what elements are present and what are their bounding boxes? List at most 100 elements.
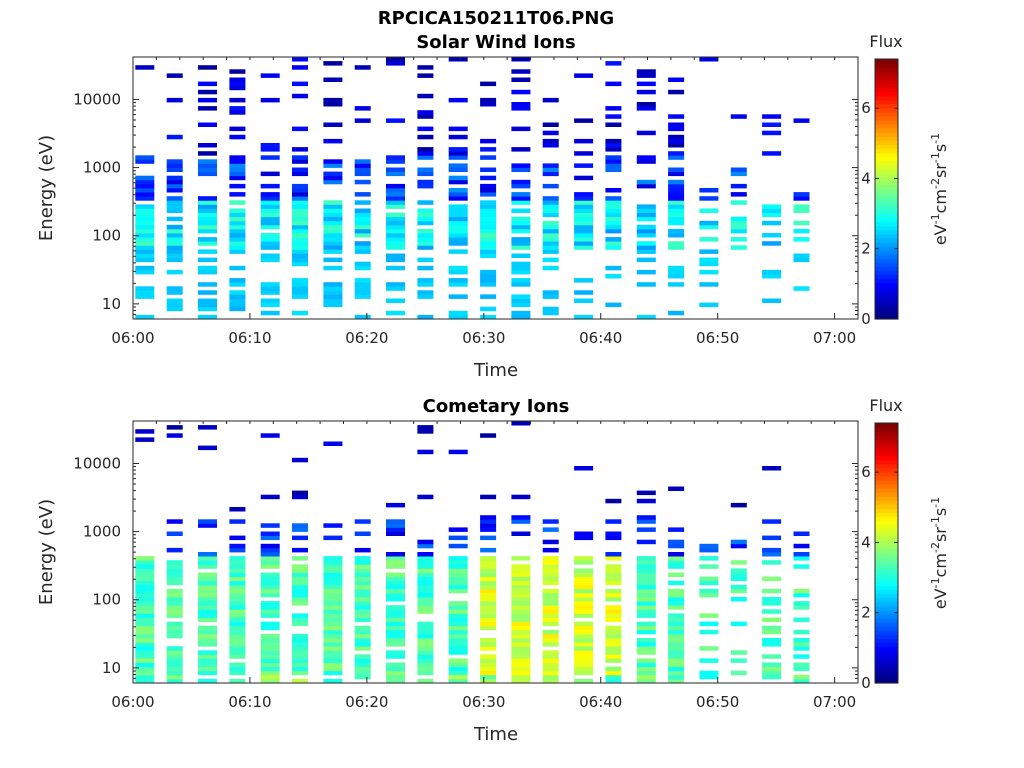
heatmap-cell	[448, 560, 468, 565]
heatmap-cell	[135, 192, 155, 197]
colorbar-swatch	[875, 650, 898, 656]
colorbar-label: eV-1cm-2sr-1s-1	[929, 133, 950, 245]
heatmap-cell	[668, 597, 685, 602]
heatmap-cell	[668, 601, 685, 606]
heatmap-cell	[636, 674, 656, 680]
y-axis-label: Energy (eV)	[36, 135, 57, 241]
heatmap-cell	[793, 237, 810, 242]
x-tick-label: 06:50	[696, 329, 739, 347]
heatmap-cell	[699, 257, 719, 263]
heatmap-cell	[198, 592, 217, 598]
heatmap-cell	[229, 265, 246, 271]
heatmap-cell	[198, 171, 217, 177]
heatmap-cell	[574, 175, 594, 181]
heatmap-cell	[511, 192, 531, 197]
heatmap-cell	[448, 621, 468, 627]
heatmap-cell	[260, 605, 280, 610]
colorbar-swatch	[875, 205, 898, 210]
heatmap-cell	[574, 662, 594, 667]
heatmap-cell	[511, 519, 531, 524]
heatmap-cell	[417, 650, 434, 655]
heatmap-cell	[636, 179, 656, 185]
heatmap-cell	[229, 678, 246, 684]
heatmap-cell	[542, 183, 559, 189]
heatmap-cell	[605, 228, 622, 234]
heatmap-cell	[511, 515, 531, 520]
heatmap-cell	[730, 114, 747, 119]
heatmap-cell	[448, 678, 468, 684]
heatmap-cell	[198, 212, 217, 218]
heatmap-cell	[386, 670, 405, 676]
colorbar-swatch	[875, 67, 898, 72]
heatmap-cell	[636, 666, 656, 672]
heatmap-cell	[542, 613, 559, 618]
heatmap-cell	[480, 212, 497, 218]
heatmap-cell	[605, 531, 622, 536]
heatmap-cell	[605, 576, 622, 582]
heatmap-cell	[448, 163, 468, 168]
heatmap-cell	[605, 592, 622, 598]
y-axis: 10 100 1000 10000	[73, 90, 858, 320]
heatmap-cell	[354, 171, 371, 177]
heatmap-cell	[417, 294, 434, 299]
heatmap-cell	[574, 568, 594, 573]
heatmap-cell	[542, 670, 559, 676]
heatmap-cell	[668, 134, 685, 140]
heatmap-cell	[605, 642, 622, 647]
heatmap-cell	[574, 241, 594, 246]
heatmap-cell	[386, 167, 405, 172]
heatmap-cell	[292, 282, 308, 287]
heatmap-cell	[229, 216, 246, 222]
heatmap-cell	[636, 650, 656, 655]
heatmap-cell	[417, 126, 434, 132]
heatmap-cell	[542, 666, 559, 672]
colorbar-swatch	[875, 294, 898, 300]
heatmap-cell	[605, 568, 622, 573]
heatmap-cell	[605, 122, 622, 127]
heatmap-cell	[730, 502, 747, 508]
heatmap-cell	[260, 224, 280, 230]
colorbar-swatch	[875, 164, 898, 170]
heatmap-cell	[668, 486, 685, 491]
heatmap-cell	[511, 241, 531, 246]
x-axis: 06:00 06:10 06:20 06:30 06:40 06:50 07:00	[111, 57, 859, 347]
heatmap-cell	[511, 245, 531, 250]
colorbar-swatch	[875, 553, 898, 558]
heatmap-cell	[511, 629, 531, 635]
heatmap-cell	[135, 228, 155, 234]
heatmap-cell	[292, 650, 308, 655]
heatmap-cell	[730, 560, 747, 565]
colorbar-swatch	[875, 103, 898, 109]
heatmap-cell	[166, 605, 183, 610]
heatmap-cell	[730, 621, 747, 627]
heatmap-cell	[605, 650, 622, 655]
heatmap-cell	[323, 633, 343, 639]
colorbar-tick-label: 4	[861, 533, 871, 551]
colorbar-swatch	[875, 314, 898, 320]
heatmap-cell	[354, 163, 371, 168]
colorbar-swatch	[875, 79, 898, 84]
heatmap-cell	[762, 130, 782, 136]
heatmap-cell	[574, 192, 594, 197]
heatmap-cell	[354, 584, 371, 590]
heatmap-cell	[354, 290, 371, 295]
heatmap-cell	[480, 241, 497, 246]
heatmap-cell	[323, 61, 343, 66]
heatmap-cell	[292, 662, 308, 667]
heatmap-cell	[198, 122, 217, 127]
heatmap-cell	[480, 274, 497, 279]
heatmap-cell	[762, 674, 782, 680]
heatmap-cell	[229, 666, 246, 672]
heatmap-cell	[636, 314, 656, 320]
heatmap-cell	[574, 584, 594, 590]
heatmap-cell	[542, 605, 559, 610]
heatmap-cell	[198, 241, 217, 246]
heatmap-cell	[793, 543, 810, 549]
heatmap-cell	[448, 265, 468, 271]
heatmap-cell	[605, 61, 622, 66]
heatmap-cell	[260, 282, 280, 287]
heatmap-cell	[511, 253, 531, 258]
heatmap-cell	[229, 592, 246, 598]
heatmap-cell	[292, 457, 308, 463]
heatmap-cell	[417, 642, 434, 647]
